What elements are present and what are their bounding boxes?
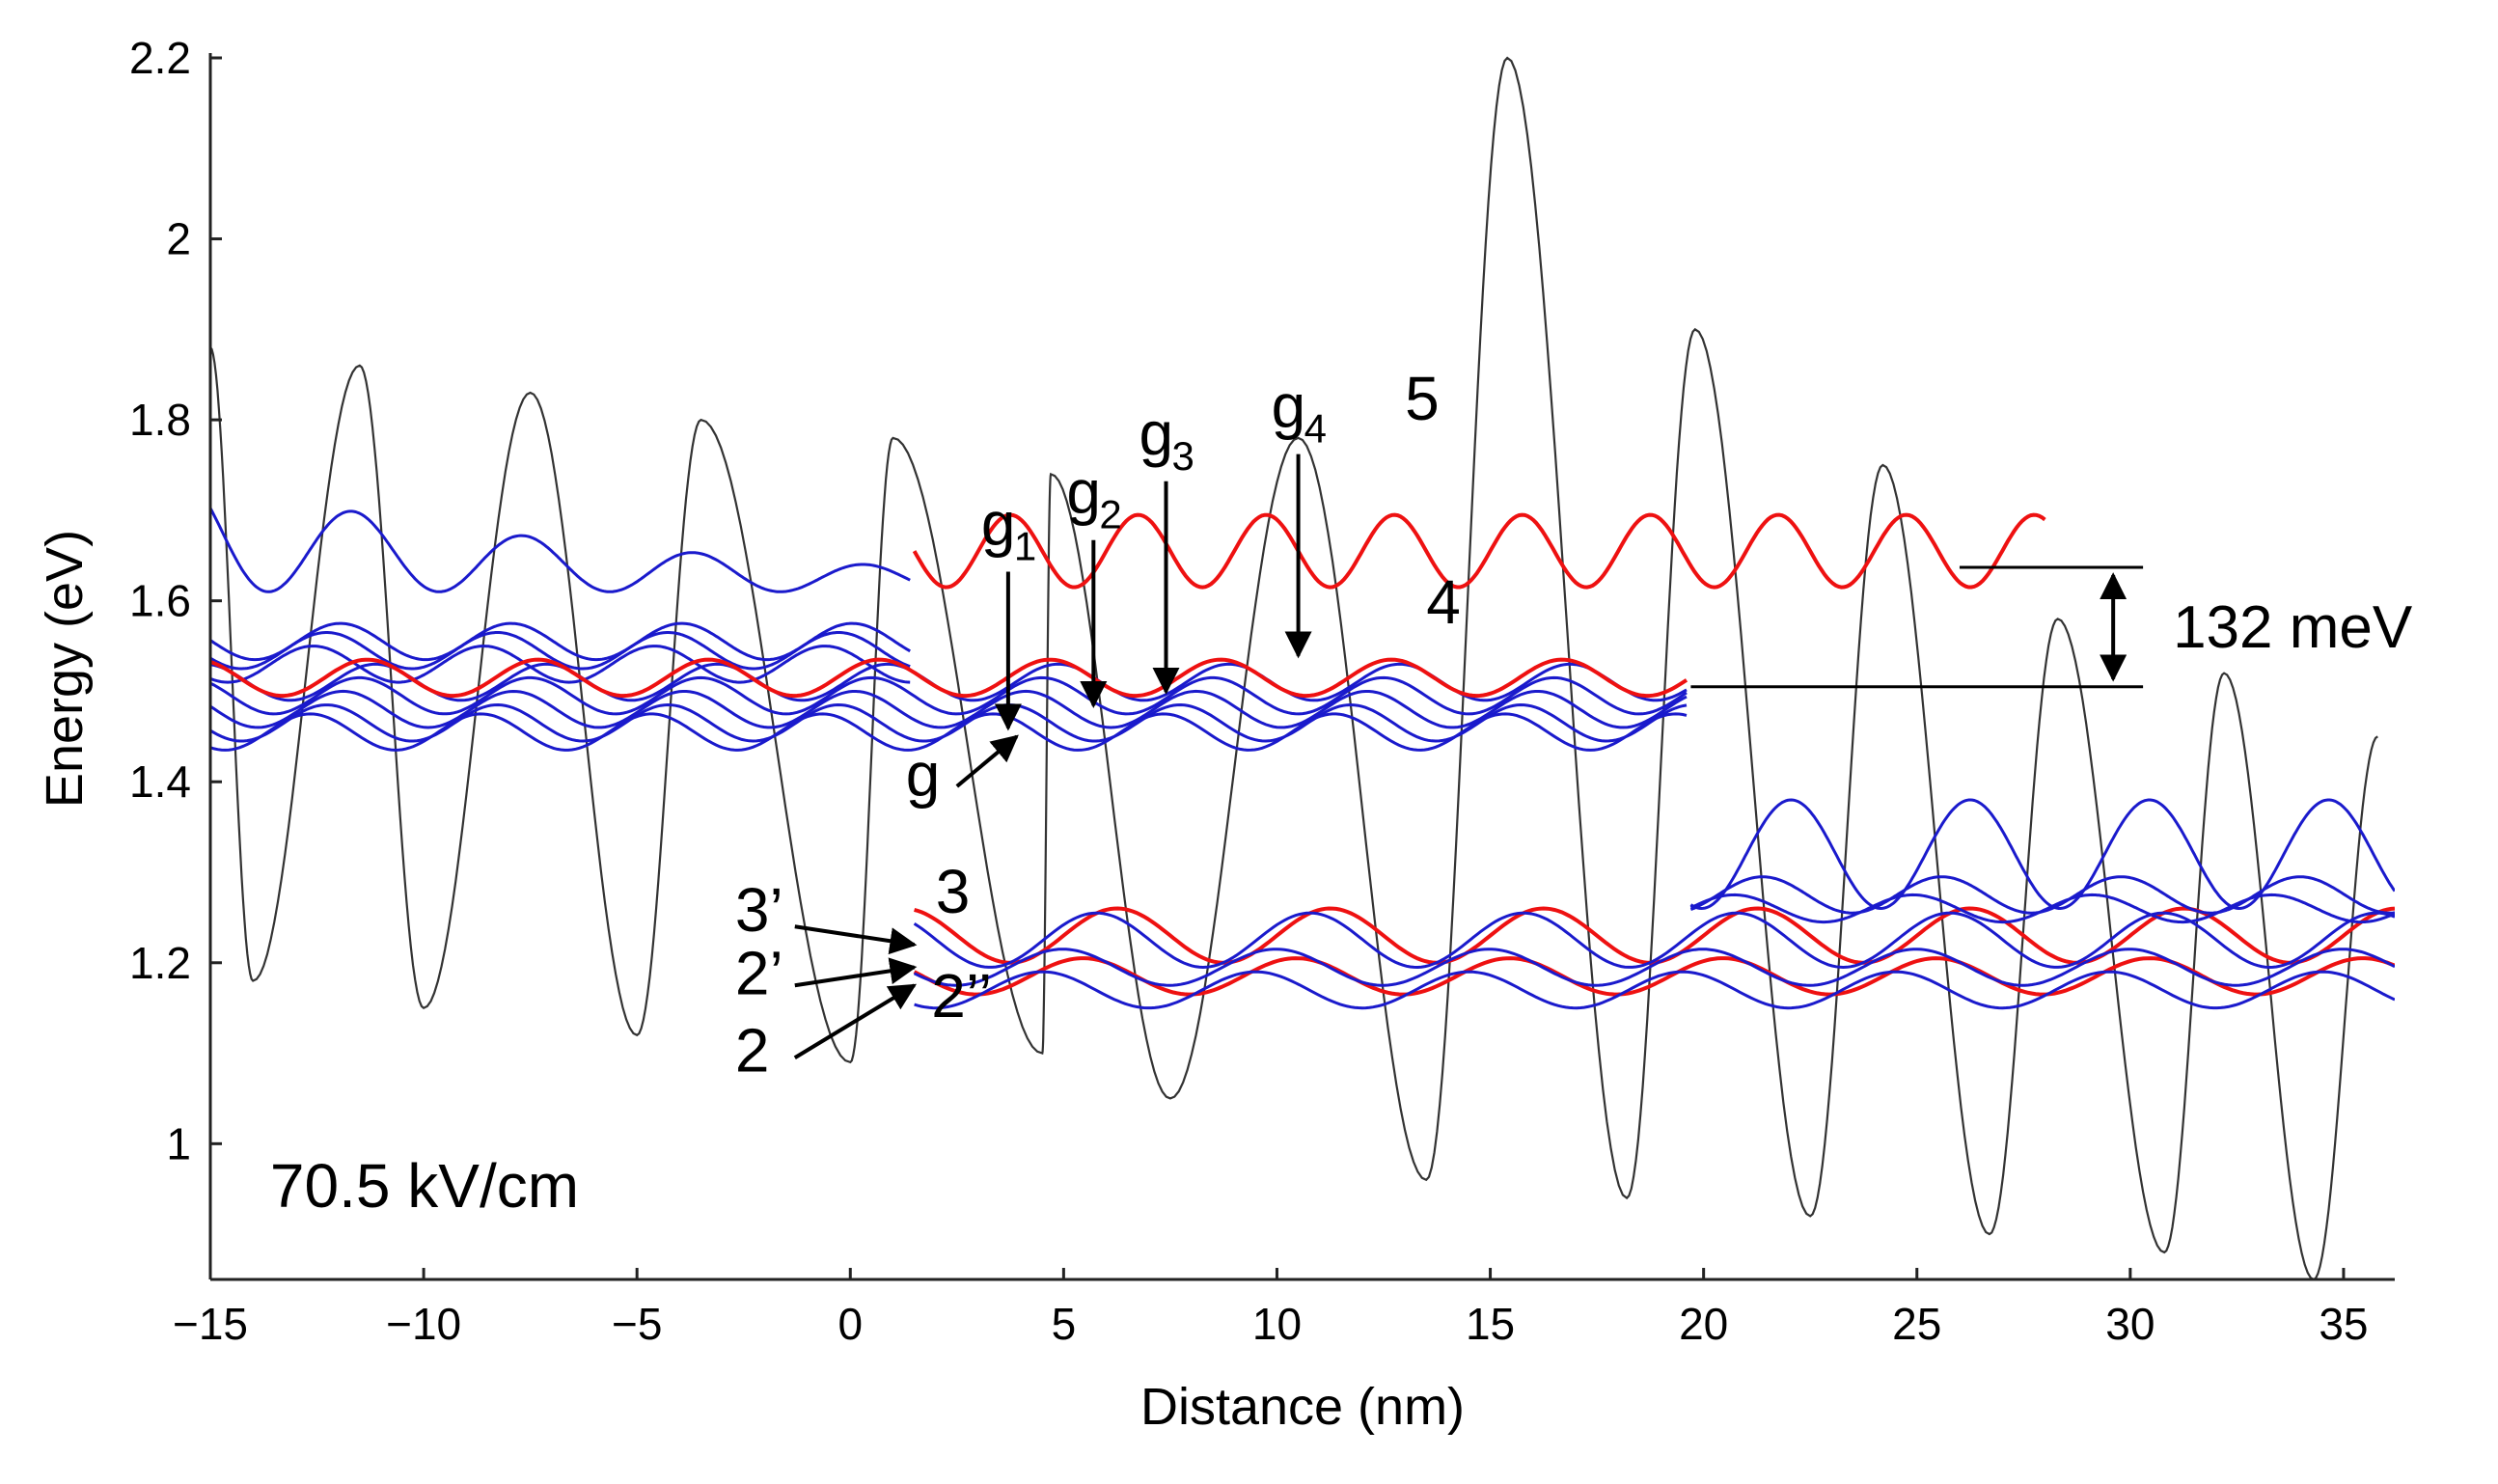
- series-state-3p-blue: [913, 911, 2395, 970]
- annotation-g1-subscript: 1: [1014, 524, 1036, 569]
- x-axis-title: Distance (nm): [1140, 1378, 1465, 1436]
- series-g-manifold-3: [210, 689, 1688, 729]
- y-tick-label: 1.8: [129, 395, 191, 445]
- annotation-g4-base: g: [1272, 371, 1306, 441]
- series-g-manifold-2: [210, 675, 1688, 716]
- gap-value-label: 132 meV: [2173, 594, 2413, 661]
- annotation-g3-base: g: [1139, 398, 1174, 468]
- x-tick-label: 35: [2319, 1299, 2368, 1349]
- annotation-label: 3: [936, 857, 971, 926]
- x-tick-label: −10: [386, 1299, 461, 1349]
- y-tick-label: 2.2: [129, 33, 191, 83]
- annotation-g2-subscript: 2: [1099, 492, 1121, 537]
- y-tick-label: 1: [166, 1118, 191, 1168]
- g-pointer-arrow: [955, 734, 1019, 788]
- x-tick-label: −5: [612, 1299, 662, 1349]
- series-state-2pp-blue: [914, 970, 2395, 1010]
- x-tick-label: 10: [1252, 1299, 1302, 1349]
- annotation-g1-base: g: [981, 489, 1016, 559]
- x-tick-label: 0: [837, 1299, 863, 1349]
- series-upper-left-1: [210, 507, 911, 593]
- series-state-2p-blue: [913, 948, 2395, 987]
- series-right-upper-1: [1689, 798, 2395, 911]
- level-2prime-arrow: [794, 957, 918, 988]
- series-g-manifold-5: [210, 712, 1688, 752]
- annotation-label: 3’: [735, 875, 783, 945]
- series-right-upper-3: [1689, 893, 2395, 924]
- x-tick-label: 30: [2105, 1299, 2155, 1349]
- conduction-band-profile: [210, 56, 2378, 1279]
- x-tick-label: 15: [1466, 1299, 1515, 1349]
- series-upper-left-2: [210, 621, 911, 662]
- series-upper-left-3: [210, 631, 911, 671]
- level-2-arrow: [793, 983, 918, 1059]
- annotation-label: 4: [1426, 567, 1461, 637]
- annotation-label: g: [906, 739, 941, 809]
- series-state-5-red: [912, 512, 2046, 590]
- y-tick-label: 2: [166, 214, 191, 264]
- x-tick-label: −15: [173, 1299, 248, 1349]
- field-strength-label: 70.5 kV/cm: [270, 1151, 579, 1221]
- annotation-label: 5: [1405, 364, 1440, 433]
- annotation-g2-base: g: [1066, 457, 1101, 527]
- y-tick-label: 1.4: [129, 756, 191, 807]
- series-state-3-red: [914, 906, 2395, 965]
- series-state-4-red: [210, 657, 1688, 699]
- series-state-2-red: [913, 956, 2395, 997]
- series-right-upper-2: [1689, 875, 2395, 915]
- x-tick-label: 25: [1892, 1299, 1941, 1349]
- level-3prime-arrow: [794, 924, 918, 955]
- y-tick-label: 1.2: [129, 938, 191, 988]
- annotation-label: 2: [735, 1015, 770, 1085]
- annotation-g4-subscript: 4: [1304, 406, 1327, 452]
- y-axis-title: Energy (eV): [36, 530, 94, 808]
- annotation-g3-subscript: 3: [1172, 433, 1194, 479]
- annotation-label: 2’’: [931, 961, 992, 1031]
- y-tick-label: 1.6: [129, 576, 191, 626]
- x-tick-label: 5: [1052, 1299, 1077, 1349]
- series-upper-left-4: [210, 645, 911, 684]
- annotation-label: 2’: [735, 939, 783, 1008]
- x-tick-label: 20: [1679, 1299, 1728, 1349]
